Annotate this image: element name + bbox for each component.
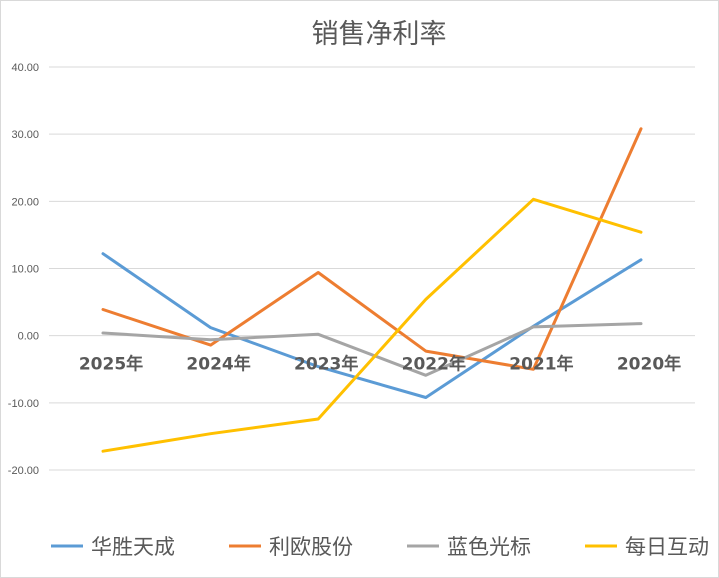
- legend-label: 利欧股份: [269, 535, 353, 559]
- x-tick-label: 2021年: [509, 354, 573, 375]
- y-tick-label: 0.00: [18, 331, 39, 343]
- x-tick-label: 2025年: [79, 354, 143, 375]
- x-tick-label: 2020年: [617, 354, 681, 375]
- series-line: [101, 322, 643, 377]
- y-tick-label: 20.00: [11, 196, 39, 208]
- gridlines: [49, 66, 695, 471]
- y-axis-ticks: -20.00 -10.00 0.00 10.00 20.00 30.00 40.00: [8, 62, 39, 477]
- y-tick-label: 30.00: [11, 129, 39, 141]
- series-line: [101, 197, 643, 453]
- legend: 华胜天成 利欧股份 蓝色光标 每日互动: [51, 535, 709, 559]
- y-tick-label: -20.00: [8, 465, 39, 477]
- legend-label: 蓝色光标: [447, 535, 531, 559]
- chart-title: 销售净利率: [312, 19, 447, 50]
- x-tick-label: 2022年: [402, 354, 466, 375]
- legend-label: 华胜天成: [91, 535, 175, 559]
- y-tick-label: -10.00: [8, 398, 39, 410]
- y-tick-label: 40.00: [11, 62, 39, 74]
- x-tick-label: 2024年: [186, 354, 250, 375]
- x-tick-label: 2023年: [294, 354, 358, 375]
- legend-label: 每日互动: [625, 535, 709, 559]
- series-line: [101, 252, 643, 399]
- y-tick-label: 10.00: [11, 264, 39, 276]
- x-axis-ticks: 2025年 2024年 2023年 2022年 2021年 2020年: [79, 354, 681, 375]
- series-line: [101, 127, 643, 371]
- series-lines: [101, 127, 643, 453]
